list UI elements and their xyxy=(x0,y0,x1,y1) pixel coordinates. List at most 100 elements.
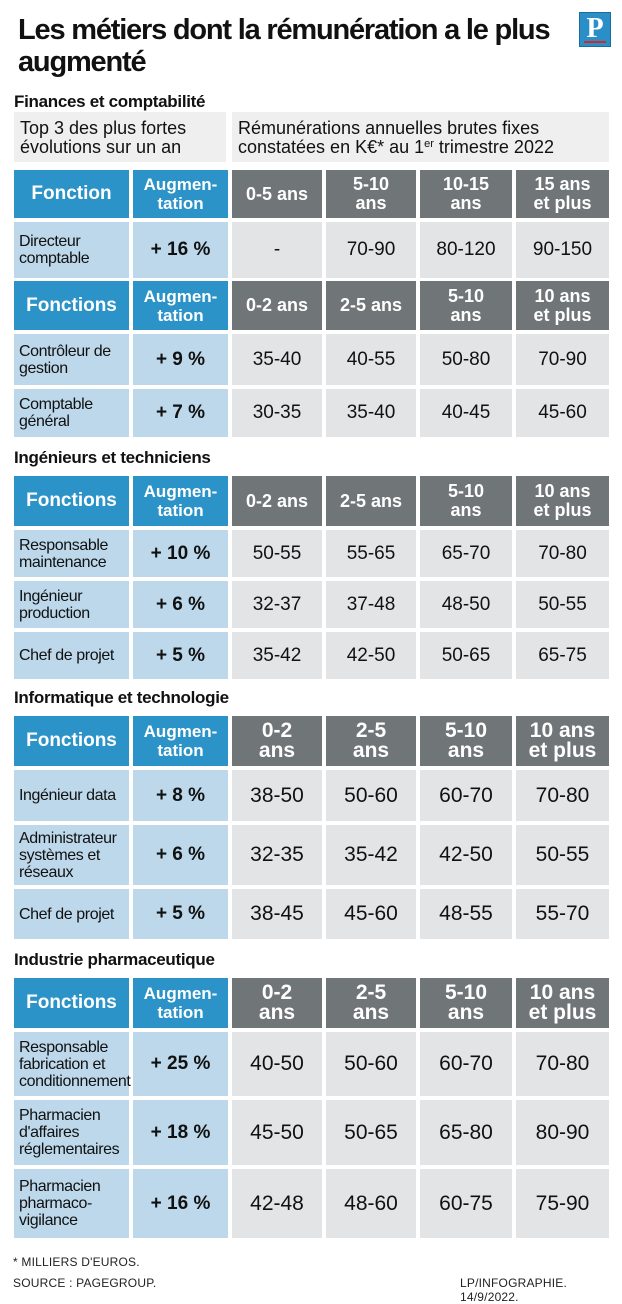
section-title: Ingénieurs et techniciens xyxy=(14,448,211,467)
header-experience: 10 ans et plus xyxy=(516,716,609,766)
salary-cell: 42-50 xyxy=(326,632,416,679)
header-experience: 2-5 ans xyxy=(326,476,416,526)
salary-cell-text: 50-65 xyxy=(344,1120,398,1144)
salary-cell-text: 50-80 xyxy=(441,348,491,370)
job-title-cell: Responsable fabrication et conditionneme… xyxy=(14,1032,131,1096)
salary-cell-text: 55-65 xyxy=(346,542,396,564)
header-experience-text: 0-2 ans xyxy=(258,981,296,1024)
salary-cell: 32-37 xyxy=(232,581,322,628)
header-function-text: Fonctions xyxy=(26,992,117,1013)
salary-cell: 50-65 xyxy=(420,632,512,679)
salary-cell-text: 70-80 xyxy=(538,542,587,564)
intro-right: Rémunérations annuelles brutes fixes con… xyxy=(232,112,609,162)
salary-cell-text: 35-42 xyxy=(344,843,398,866)
salary-cell: 55-70 xyxy=(516,889,609,939)
salary-cell-text: 50-55 xyxy=(535,843,590,866)
salary-cell-text: 40-55 xyxy=(346,348,396,370)
salary-cell: 32-35 xyxy=(232,825,322,885)
salary-cell-text: 40-50 xyxy=(250,1052,304,1075)
header-experience-text: 10 ans et plus xyxy=(528,719,597,762)
header-increase-text: Augmen-tation xyxy=(143,984,218,1022)
salary-cell-text: 42-50 xyxy=(439,843,493,866)
header-increase-text: Augmen-tation xyxy=(143,482,218,520)
increase-cell: + 9 % xyxy=(133,334,228,385)
increase-cell-text: + 5 % xyxy=(155,903,206,924)
header-function: Fonctions xyxy=(14,978,129,1028)
salary-cell: 48-50 xyxy=(420,581,512,628)
header-increase: Augmen-tation xyxy=(133,281,228,330)
intro-right-prefix: Rémunérations annuelles brutes fixes con… xyxy=(238,118,540,157)
salary-cell: 70-80 xyxy=(516,1032,609,1096)
salary-cell: 35-40 xyxy=(326,389,416,437)
increase-cell-text: + 18 % xyxy=(150,1121,211,1143)
job-title-cell: Directeur comptable xyxy=(14,222,129,278)
salary-cell: 35-42 xyxy=(232,632,322,679)
header-experience: 5-10 ans xyxy=(420,476,512,526)
header-experience-text: 5-10 ans xyxy=(447,285,485,325)
salary-cell: - xyxy=(232,222,322,278)
section-title: Finances et comptabilité xyxy=(14,92,206,111)
header-experience: 0-2 ans xyxy=(232,476,322,526)
job-title-cell: Chef de projet xyxy=(14,889,129,939)
header-experience: 2-5 ans xyxy=(326,281,416,330)
credit: LP/INFOGRAPHIE. 14/9/2022. xyxy=(460,1276,568,1304)
header-experience: 2-5 ans xyxy=(326,716,416,766)
salary-cell: 70-80 xyxy=(516,530,609,577)
header-experience: 0-2 ans xyxy=(232,281,322,330)
increase-cell: + 7 % xyxy=(133,389,228,437)
header-experience-text: 2-5 ans xyxy=(339,295,403,315)
salary-cell: 42-48 xyxy=(232,1169,322,1238)
header-experience-text: 0-2 ans xyxy=(245,295,309,315)
increase-cell-text: + 6 % xyxy=(155,593,206,615)
increase-cell-text: + 5 % xyxy=(155,644,206,666)
salary-cell-text: 50-65 xyxy=(441,644,491,666)
header-experience: 5-10 ans xyxy=(420,281,512,330)
header-experience-text: 5-10 ans xyxy=(444,981,488,1024)
header-experience-text: 10 ans et plus xyxy=(533,481,592,520)
header-experience: 10 ans et plus xyxy=(516,281,609,330)
header-increase-text: Augmen-tation xyxy=(143,722,218,760)
salary-cell-text: 42-48 xyxy=(250,1191,304,1215)
header-experience-text: 2-5 ans xyxy=(352,719,390,762)
intro-right-suffix: trimestre 2022 xyxy=(433,137,554,157)
salary-cell: 42-50 xyxy=(420,825,512,885)
header-experience: 0-2 ans xyxy=(232,716,322,766)
header-increase: Augmen-tation xyxy=(133,170,228,218)
job-title-cell-text: Administrateur systèmes et réseaux xyxy=(19,829,117,881)
header-experience-text: 0-2 ans xyxy=(258,719,296,762)
salary-cell: 45-60 xyxy=(516,389,609,437)
salary-cell-text: 40-45 xyxy=(441,402,491,423)
salary-cell: 48-55 xyxy=(420,889,512,939)
header-experience: 15 ans et plus xyxy=(516,170,609,218)
salary-cell: 75-90 xyxy=(516,1169,609,1238)
job-title-cell: Chef de projet xyxy=(14,632,129,679)
salary-cell-text: 32-37 xyxy=(252,593,302,615)
salary-cell-text: 35-40 xyxy=(252,348,302,370)
increase-cell-text: + 8 % xyxy=(155,784,206,806)
salary-cell-text: 70-80 xyxy=(535,783,590,807)
job-title-cell: Administrateur systèmes et réseaux xyxy=(14,825,129,885)
salary-cell-text: 80-90 xyxy=(535,1120,590,1144)
increase-cell-text: + 25 % xyxy=(150,1053,211,1074)
salary-cell-text: 80-120 xyxy=(436,239,496,260)
salary-cell-text: 60-75 xyxy=(439,1191,493,1215)
job-title-cell-text: Responsable maintenance xyxy=(19,536,108,571)
header-experience-text: 5-10 ans xyxy=(447,481,485,520)
increase-cell: + 5 % xyxy=(133,889,228,939)
increase-cell: + 5 % xyxy=(133,632,228,679)
increase-cell-text: + 9 % xyxy=(155,348,206,370)
increase-cell-text: + 16 % xyxy=(150,1192,211,1214)
increase-cell: + 8 % xyxy=(133,770,228,821)
header-function: Fonction xyxy=(14,170,129,218)
increase-cell-text: + 16 % xyxy=(150,239,211,260)
salary-cell-text: 75-90 xyxy=(535,1191,590,1215)
header-experience: 10 ans et plus xyxy=(516,476,609,526)
header-experience-text: 10 ans et plus xyxy=(528,981,597,1024)
salary-cell-text: 35-40 xyxy=(346,402,396,423)
header-experience-text: 5-10 ans xyxy=(444,719,488,762)
salary-cell-text: 48-50 xyxy=(441,593,491,615)
salary-cell: 38-50 xyxy=(232,770,322,821)
salary-cell-text: 65-75 xyxy=(538,644,587,666)
job-title-cell: Contrôleur de gestion xyxy=(14,334,129,385)
salary-cell-text: 55-70 xyxy=(535,902,590,925)
